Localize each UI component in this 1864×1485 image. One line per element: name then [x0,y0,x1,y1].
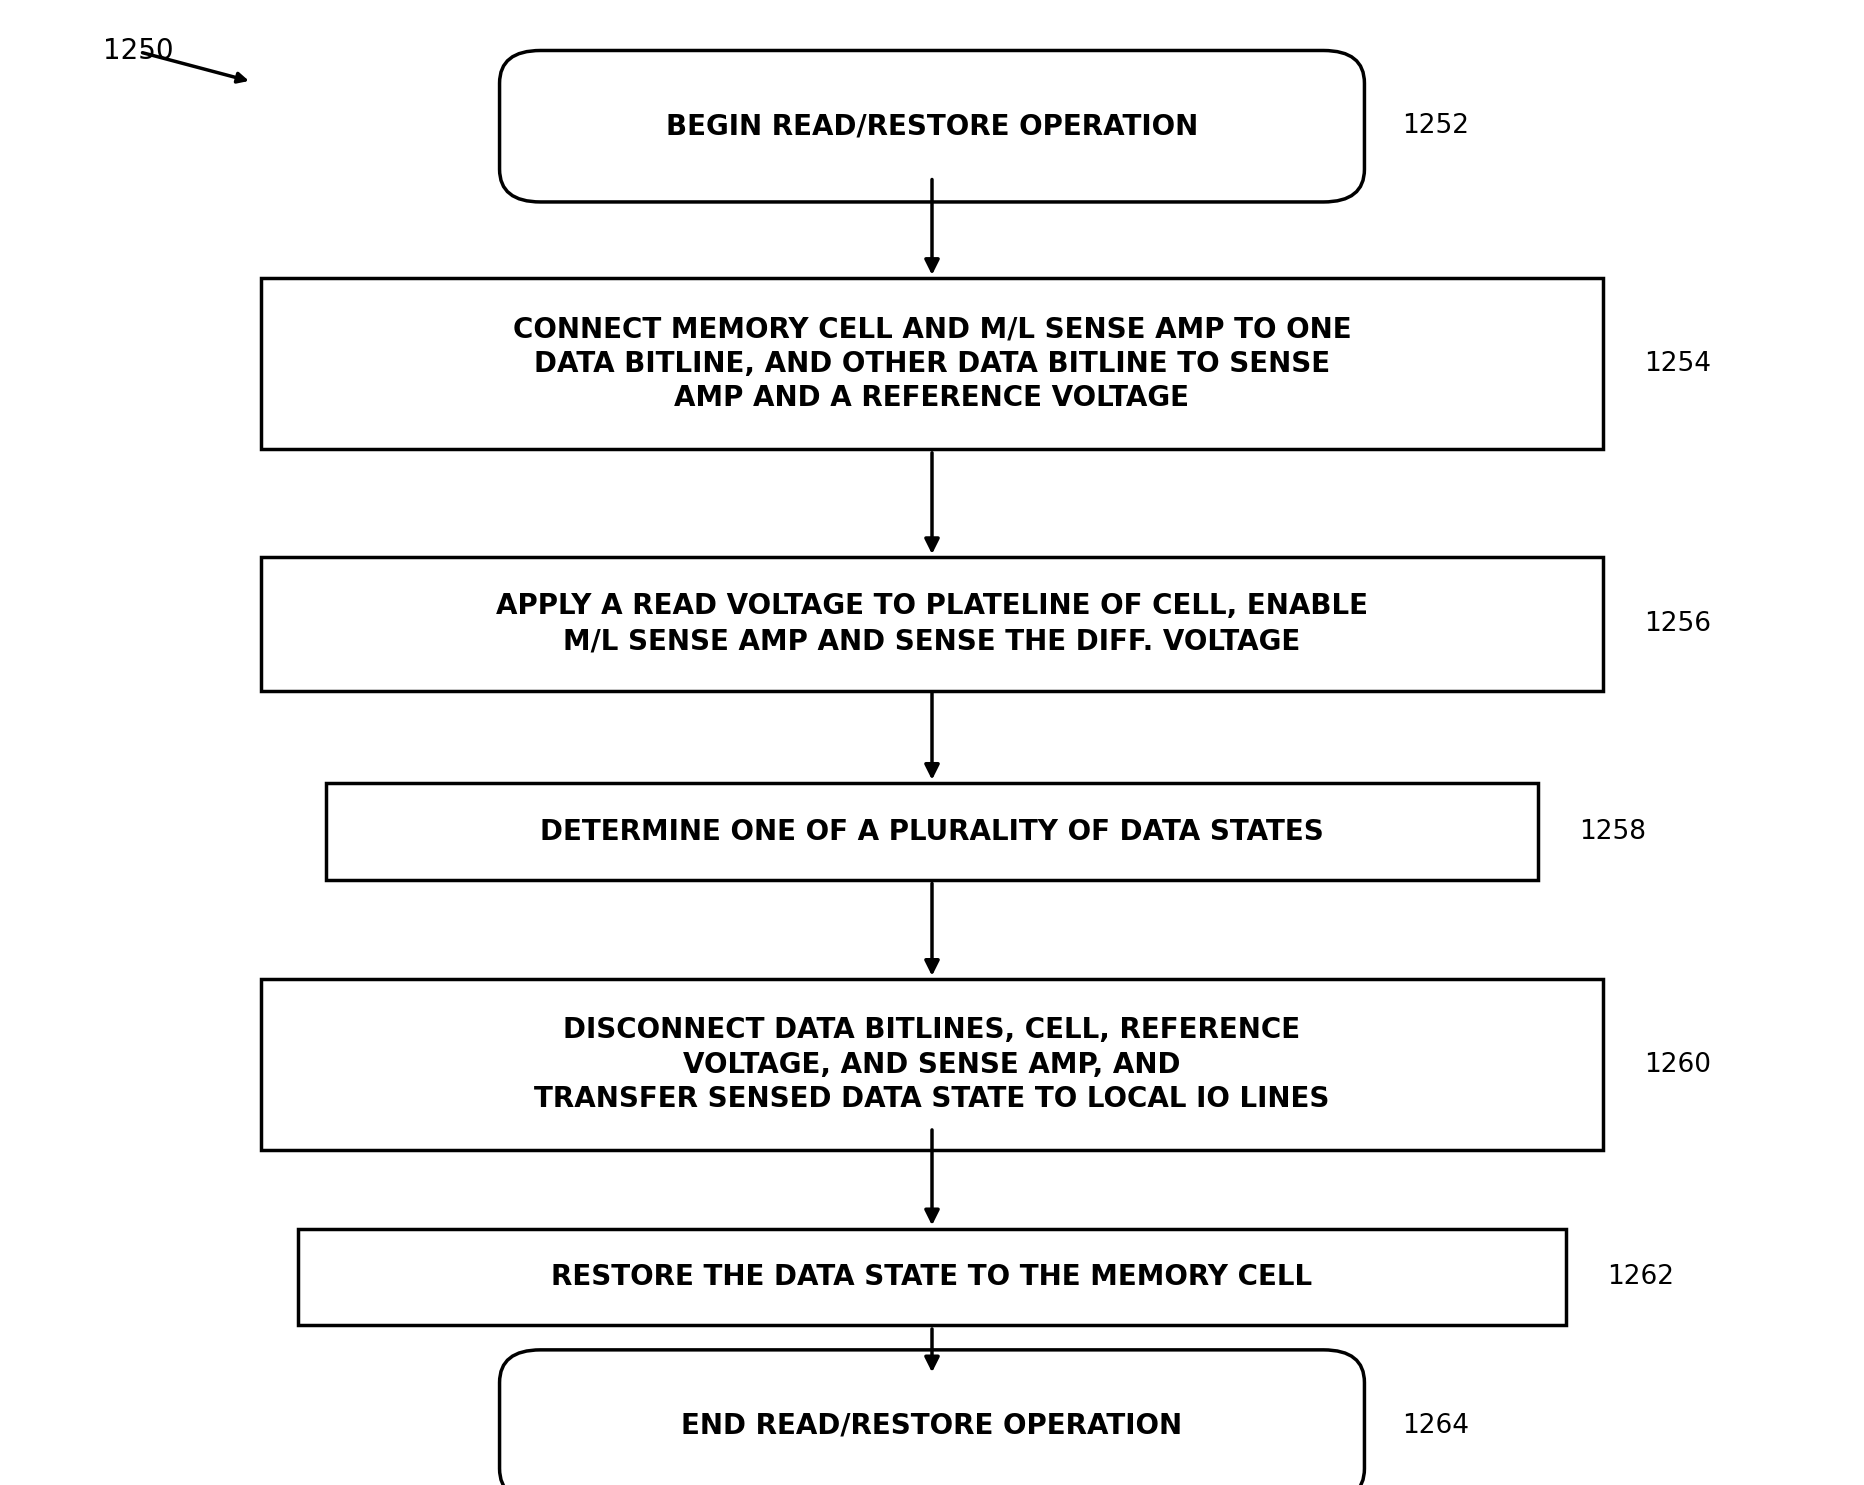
Bar [261,279,1603,448]
Text: 1258: 1258 [1579,818,1646,845]
FancyBboxPatch shape [500,1350,1364,1485]
Text: CONNECT MEMORY CELL AND M/L SENSE AMP TO ONE
DATA BITLINE, AND OTHER DATA BITLIN: CONNECT MEMORY CELL AND M/L SENSE AMP TO… [513,315,1351,413]
Text: DISCONNECT DATA BITLINES, CELL, REFERENCE
VOLTAGE, AND SENSE AMP, AND
TRANSFER S: DISCONNECT DATA BITLINES, CELL, REFERENC… [535,1016,1329,1114]
Bar [261,557,1603,691]
Bar [326,784,1538,879]
Text: 1262: 1262 [1607,1264,1674,1290]
Bar [298,1230,1566,1325]
FancyBboxPatch shape [500,50,1364,202]
Text: 1252: 1252 [1402,113,1469,140]
Text: 1250: 1250 [103,37,173,65]
Text: DETERMINE ONE OF A PLURALITY OF DATA STATES: DETERMINE ONE OF A PLURALITY OF DATA STA… [541,818,1323,845]
Text: APPLY A READ VOLTAGE TO PLATELINE OF CELL, ENABLE
M/L SENSE AMP AND SENSE THE DI: APPLY A READ VOLTAGE TO PLATELINE OF CEL… [496,593,1368,655]
Text: BEGIN READ/RESTORE OPERATION: BEGIN READ/RESTORE OPERATION [665,113,1199,140]
Text: RESTORE THE DATA STATE TO THE MEMORY CELL: RESTORE THE DATA STATE TO THE MEMORY CEL… [552,1264,1312,1290]
Text: 1254: 1254 [1644,350,1711,377]
Text: 1256: 1256 [1644,610,1711,637]
Text: END READ/RESTORE OPERATION: END READ/RESTORE OPERATION [682,1412,1182,1439]
Text: 1260: 1260 [1644,1051,1711,1078]
Text: 1264: 1264 [1402,1412,1469,1439]
Bar [261,980,1603,1149]
